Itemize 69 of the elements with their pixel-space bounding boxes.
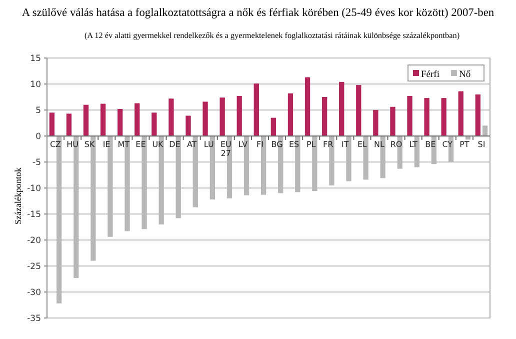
x-tick-label: LU <box>204 140 214 149</box>
x-tick-label: FI <box>256 140 264 149</box>
chart-subtitle: (A 12 év alatti gyermekkel rendelkezők és a gyermektelenek foglalkoztatási rátáinak különbsége százalékpontban) <box>84 31 460 40</box>
x-tick-label: SI <box>478 140 486 149</box>
x-tick-label: CY <box>442 140 453 149</box>
x-tick-label: HU <box>66 140 79 149</box>
bar <box>152 112 157 136</box>
x-tick-label: MT <box>118 140 130 149</box>
bar <box>304 77 310 136</box>
x-tick-label: RO <box>390 140 402 149</box>
bar <box>475 94 480 136</box>
legend-label: Nő <box>459 70 471 80</box>
y-tick-label: 5 <box>36 106 41 116</box>
x-tick-label: PL <box>306 140 316 149</box>
chart-title: A szülővé válás hatása a foglalkoztatottságra a nők és férfiak körében (25-49 éves kor között) 2007-ben <box>22 7 494 19</box>
bar <box>49 112 55 136</box>
bar <box>220 98 225 136</box>
x-tick-label: LV <box>238 140 248 149</box>
y-tick-label: -30 <box>27 288 41 298</box>
bar <box>83 104 89 136</box>
bar <box>134 103 140 136</box>
y-tick-label: -5 <box>32 158 41 168</box>
x-tick-label: BG <box>271 140 283 149</box>
bar <box>100 104 106 136</box>
x-tick-label: UK <box>152 140 164 149</box>
bar <box>66 114 72 136</box>
bar <box>202 102 208 136</box>
bar <box>270 118 276 136</box>
y-tick-label: -20 <box>27 236 41 246</box>
bar <box>373 110 378 136</box>
y-tick-label: 15 <box>30 54 41 64</box>
y-tick-label: -25 <box>27 262 41 272</box>
y-tick-label: 10 <box>30 80 41 90</box>
bar <box>339 82 344 136</box>
x-tick-label: EL <box>357 140 368 149</box>
y-tick-label: -35 <box>27 314 41 324</box>
x-tick-label: CZ <box>50 140 62 149</box>
bar <box>458 91 464 136</box>
x-tick-label: NL <box>374 140 386 149</box>
y-tick-label: 0 <box>36 132 41 142</box>
y-axis-title: Százalékpontok <box>13 167 23 224</box>
bar <box>356 85 362 136</box>
bar <box>390 106 396 136</box>
x-tick-label: DE <box>169 140 180 149</box>
bar <box>118 108 123 136</box>
y-tick-label: -15 <box>27 210 41 220</box>
legend-label: Férfi <box>421 70 440 80</box>
x-tick-label: IE <box>102 140 110 149</box>
bar <box>254 83 259 136</box>
y-tick-label: -10 <box>27 184 41 194</box>
x-tick-label: LT <box>409 140 418 149</box>
bar <box>288 93 294 136</box>
x-tick-label: EU 27 <box>220 140 232 158</box>
x-tick-label: SK <box>84 140 96 149</box>
x-tick-label: PT <box>460 140 470 149</box>
bar <box>482 126 488 136</box>
x-tick-label: IT <box>342 140 349 149</box>
bar <box>441 98 446 136</box>
bar <box>186 116 191 136</box>
bar <box>322 97 328 136</box>
x-tick-label: FR <box>323 140 334 149</box>
bar <box>168 98 174 136</box>
x-tick-label: ES <box>288 140 300 149</box>
bar <box>236 96 242 136</box>
x-tick-label: EE <box>136 140 146 149</box>
bar <box>424 98 430 136</box>
x-tick-label: AT <box>186 140 197 149</box>
bar <box>407 96 412 136</box>
x-tick-label: BE <box>425 140 436 149</box>
